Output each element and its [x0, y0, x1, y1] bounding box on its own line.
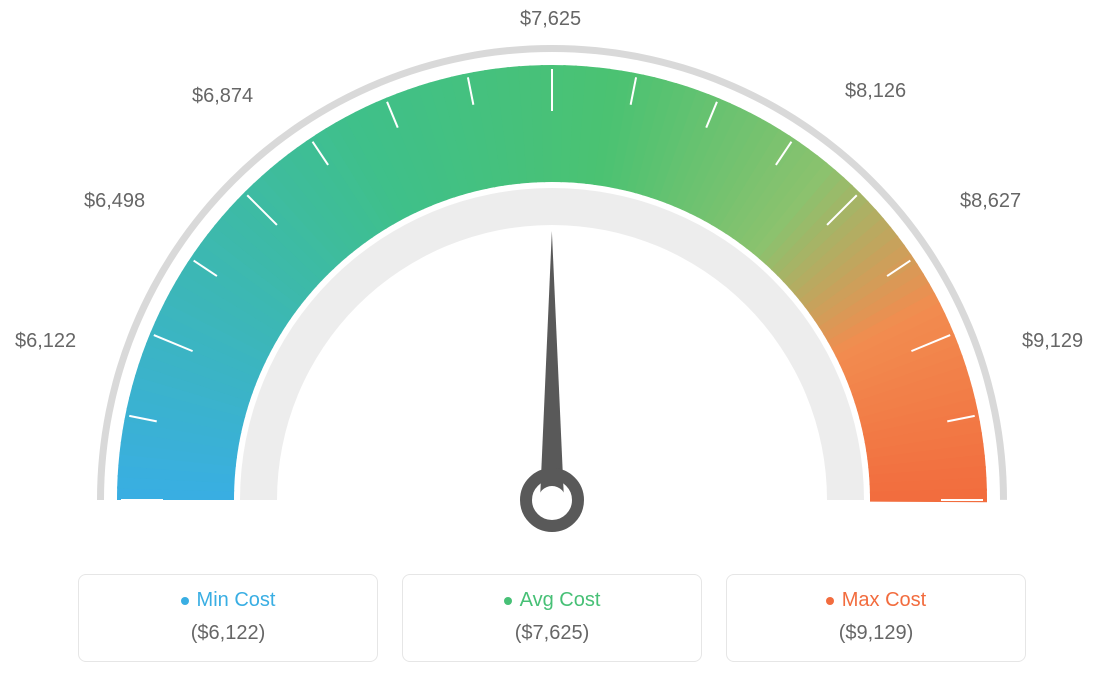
gauge-chart: $6,122 $6,498 $6,874 $7,625 $8,126 $8,627 $9,1…	[0, 0, 1104, 560]
gauge-tick-label: $6,874	[192, 85, 253, 108]
max-cost-card: Max Cost ($9,129)	[726, 574, 1026, 662]
gauge-tick-label: $9,129	[1022, 330, 1083, 353]
max-cost-label: Max Cost	[842, 589, 926, 612]
avg-cost-card: Avg Cost ($7,625)	[402, 574, 702, 662]
max-dot-icon	[826, 597, 834, 605]
avg-dot-icon	[504, 597, 512, 605]
min-dot-icon	[181, 597, 189, 605]
min-cost-value: ($6,122)	[89, 622, 367, 645]
gauge-tick-label: $6,122	[15, 330, 76, 353]
max-cost-value: ($9,129)	[737, 622, 1015, 645]
gauge-tick-label: $6,498	[84, 190, 145, 213]
gauge-tick-label: $8,126	[845, 80, 906, 103]
min-cost-card: Min Cost ($6,122)	[78, 574, 378, 662]
min-cost-label: Min Cost	[197, 589, 276, 612]
summary-cards: Min Cost ($6,122) Avg Cost ($7,625) Max …	[78, 574, 1026, 662]
avg-cost-value: ($7,625)	[413, 622, 691, 645]
gauge-tick-label: $8,627	[960, 190, 1021, 213]
gauge-tick-label: $7,625	[520, 8, 581, 31]
avg-cost-label: Avg Cost	[520, 589, 601, 612]
